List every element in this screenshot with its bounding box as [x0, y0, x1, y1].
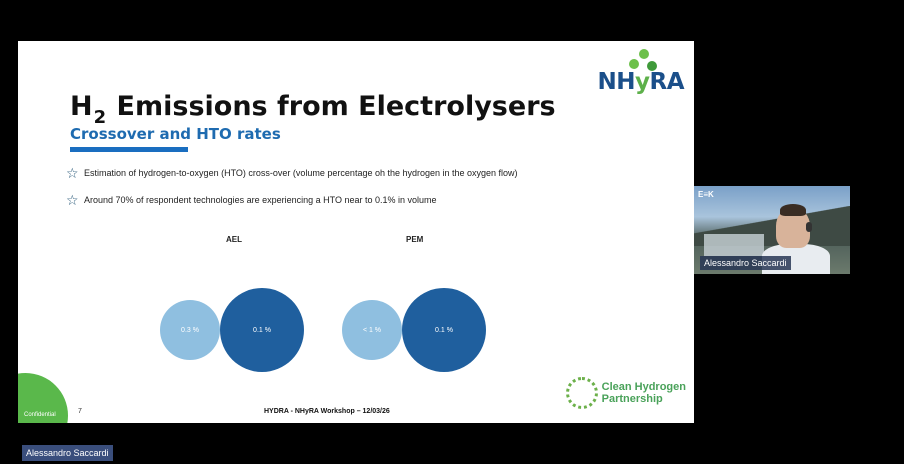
confidential-label: Confidential	[24, 412, 56, 418]
ael-big-circle: 0.1 %	[220, 288, 304, 372]
subtitle-underline	[70, 147, 188, 152]
page-number: 7	[78, 408, 82, 415]
presentation-slide: NHyRA H2 Emissions from Electrolysers Cr…	[18, 41, 694, 423]
nhyra-logo: NHyRA	[597, 69, 684, 95]
bullet-item: ☆ Estimation of hydrogen-to-oxygen (HTO)…	[66, 164, 518, 181]
headset-icon	[806, 222, 812, 232]
nhyra-logo-molecule-icon	[629, 49, 659, 73]
chart-label-ael: AEL	[226, 235, 242, 244]
participant-video-tile[interactable]: E≡K Alessandro Saccardi	[694, 186, 850, 274]
slide-footer: HYDRA - NHyRA Workshop – 12/03/26	[264, 408, 390, 415]
slide-subtitle: Crossover and HTO rates	[70, 125, 281, 143]
ael-small-circle: 0.3 %	[160, 300, 220, 360]
video-name-tag: Alessandro Saccardi	[700, 256, 791, 270]
star-bullet-icon: ☆	[66, 164, 79, 181]
partnership-ring-icon	[565, 377, 598, 409]
slide-title: H2 Emissions from Electrolysers	[70, 91, 556, 128]
bullet-item: ☆ Around 70% of respondent technologies …	[66, 191, 437, 208]
pem-big-circle: 0.1 %	[402, 288, 486, 372]
bullet-list: ☆ Estimation of hydrogen-to-oxygen (HTO)…	[66, 164, 518, 220]
video-background-logo: E≡K	[698, 190, 714, 199]
chart-label-pem: PEM	[406, 235, 424, 244]
star-bullet-icon: ☆	[66, 191, 79, 208]
pem-small-circle: < 1 %	[342, 300, 402, 360]
clean-hydrogen-partnership-logo: Clean Hydrogen Partnership	[565, 377, 686, 409]
presenter-name-tag: Alessandro Saccardi	[22, 445, 113, 461]
